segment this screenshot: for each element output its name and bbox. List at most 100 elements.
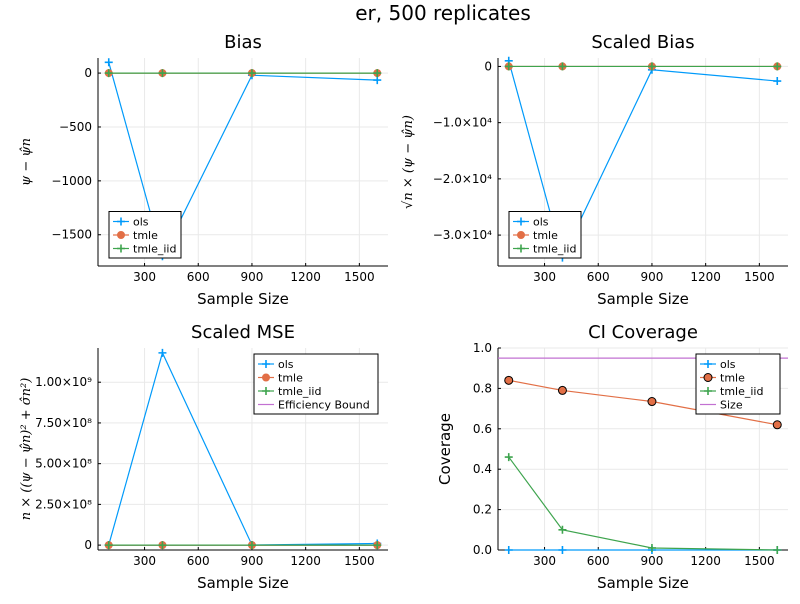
legend-box <box>253 353 379 415</box>
legend-entry: ols <box>258 358 294 371</box>
legend-marker <box>704 360 712 368</box>
y-axis-label: ψ − ψ̂n <box>19 138 34 186</box>
legend-label: Size <box>720 399 743 412</box>
legend-marker <box>117 217 125 226</box>
data-point <box>504 546 513 554</box>
chart-title: Scaled MSE <box>191 322 295 343</box>
x-tick-label: 300 <box>533 554 556 568</box>
data-point <box>504 62 513 71</box>
legend-entry: tmle <box>700 372 745 385</box>
legend-entry: tmle <box>113 229 158 242</box>
data-point <box>558 525 567 534</box>
x-tick-label: 1200 <box>290 554 321 568</box>
series-tmle_iid <box>504 62 782 71</box>
series-tmle_iid <box>504 453 782 554</box>
y-tick-label: 0.6 <box>473 422 492 436</box>
data-point <box>104 69 113 78</box>
series-line <box>108 62 378 258</box>
data-point <box>158 69 167 78</box>
data-point <box>647 543 656 552</box>
data-point <box>647 62 656 71</box>
legend-label: ols <box>720 358 736 371</box>
x-tick-label: 1500 <box>344 554 375 568</box>
y-tick-label: −2.0×10⁴ <box>433 172 492 186</box>
y-axis-label: n × ((ψ − ψ̂n)² + σ̂n²) <box>19 378 34 521</box>
y-tick-label: −1.0×10⁴ <box>433 116 492 130</box>
legend-entry: ols <box>513 216 549 229</box>
x-tick-label: 1200 <box>690 270 721 284</box>
legend-label: tmle_iid <box>533 243 576 256</box>
legend-entry: Size <box>700 399 743 412</box>
legend-marker <box>703 373 713 382</box>
data-point <box>504 453 513 462</box>
legend-entry: ols <box>700 358 736 371</box>
x-tick-label: 1500 <box>344 270 375 284</box>
legend-label: tmle_iid <box>720 385 763 398</box>
x-tick-label: 300 <box>133 554 156 568</box>
chart-panel-4: 300 600 900 1200 1500 0.0 0.2 0.4 0.6 0.8 1.0 CI Co… <box>436 322 788 592</box>
legend-label: Efficiency Bound <box>278 399 370 412</box>
y-tick-label: 0.2 <box>473 503 492 517</box>
legend-entry: tmle <box>258 372 303 385</box>
y-tick-label: 0 <box>484 59 492 73</box>
legend-entry: ols <box>113 216 149 229</box>
data-point <box>772 420 782 430</box>
chart-title: Scaled Bias <box>591 32 694 53</box>
data-point <box>558 62 567 71</box>
y-tick-label: 0.4 <box>473 462 492 476</box>
y-tick-label: 7.50×10⁸ <box>35 416 92 430</box>
legend-marker <box>262 360 270 368</box>
y-tick-label: −1000 <box>51 174 92 188</box>
legend-marker <box>117 244 125 253</box>
x-axis-label: Sample Size <box>197 290 289 308</box>
chart-panel-3: 300 600 900 1200 1500 0 2.50×10⁸ 5.00×10⁸ 7.50×1… <box>19 322 388 592</box>
x-tick-label: 300 <box>533 270 556 284</box>
x-tick-label: 900 <box>240 554 263 568</box>
x-axis-label: Sample Size <box>597 290 689 308</box>
series-line <box>108 351 378 546</box>
y-tick-label: 5.00×10⁸ <box>35 457 92 471</box>
data-point <box>247 541 256 550</box>
series-line <box>508 456 778 551</box>
y-tick-label: −1500 <box>51 228 92 242</box>
legend-entry: Efficiency Bound <box>258 399 370 412</box>
y-tick-label: 1.0 <box>473 341 492 355</box>
x-tick-label: 900 <box>240 270 263 284</box>
series-line <box>508 60 778 260</box>
chart-panel-1: 300 600 900 1200 1500 0 −500 −1000 −1500 Bias Samp… <box>19 32 388 308</box>
legend-marker <box>517 217 525 226</box>
legend-marker <box>117 231 125 239</box>
x-tick-label: 300 <box>133 270 156 284</box>
legend-label: tmle <box>133 229 158 242</box>
legend-entry: tmle <box>513 229 558 242</box>
legend-marker <box>262 387 270 395</box>
legend-marker <box>517 244 525 253</box>
legend-entry: tmle_iid <box>113 243 176 256</box>
legend-label: ols <box>533 216 549 229</box>
x-tick-label: 600 <box>187 554 210 568</box>
x-tick-label: 900 <box>640 270 663 284</box>
chart-title: Bias <box>224 32 262 53</box>
legend-entry: tmle_iid <box>700 385 763 398</box>
data-point <box>557 385 567 395</box>
legend-marker <box>517 231 525 239</box>
data-point <box>773 77 782 86</box>
data-point <box>558 546 567 554</box>
x-tick-label: 600 <box>587 270 610 284</box>
y-tick-label: −3.0×10⁴ <box>433 228 492 242</box>
x-axis-label: Sample Size <box>597 574 689 592</box>
legend-label: ols <box>278 358 294 371</box>
y-tick-label: 0 <box>84 538 92 552</box>
data-point <box>373 76 382 85</box>
legend-label: tmle <box>533 229 558 242</box>
data-point <box>773 546 782 554</box>
data-point <box>158 348 167 357</box>
x-tick-label: 1500 <box>744 554 775 568</box>
x-axis-label: Sample Size <box>197 574 289 592</box>
data-point <box>104 58 113 67</box>
legend-label: ols <box>133 216 149 229</box>
y-axis-label: Coverage <box>436 413 454 485</box>
